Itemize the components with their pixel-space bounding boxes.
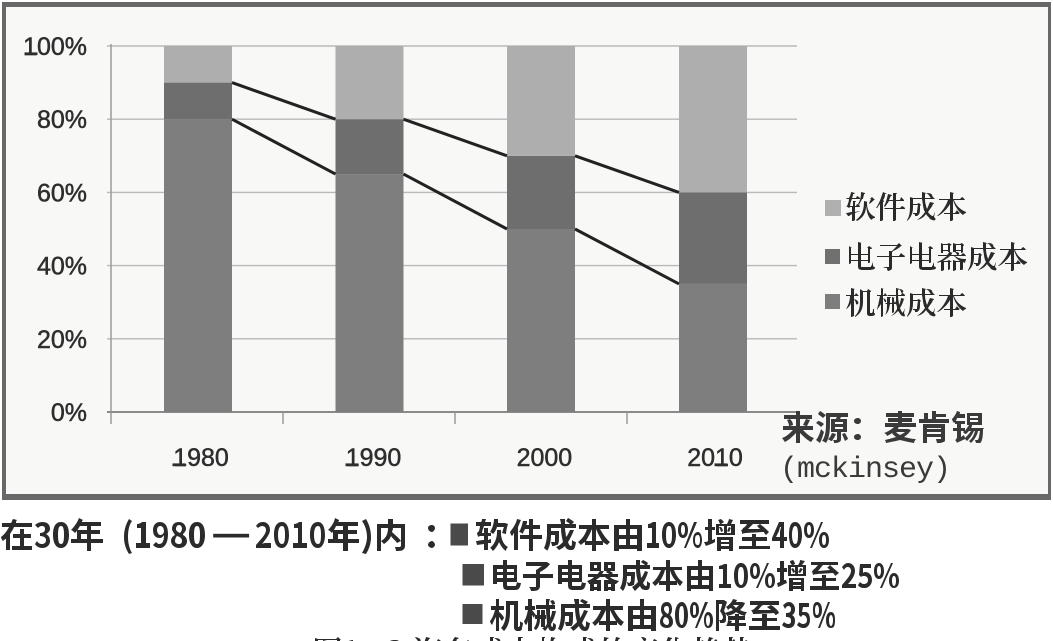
svg-text:0%: 0% — [51, 399, 87, 427]
svg-text:2010: 2010 — [687, 444, 743, 472]
svg-text:60%: 60% — [37, 179, 87, 207]
svg-text:2000: 2000 — [517, 444, 573, 472]
svg-text:80%: 80% — [37, 106, 87, 134]
svg-text:1990: 1990 — [346, 444, 402, 472]
svg-text:20%: 20% — [37, 326, 87, 354]
svg-text:1980: 1980 — [173, 444, 229, 472]
svg-text:(mckinsey): (mckinsey) — [780, 453, 950, 487]
svg-text:40%: 40% — [37, 253, 87, 281]
svg-text:100%: 100% — [23, 33, 87, 61]
